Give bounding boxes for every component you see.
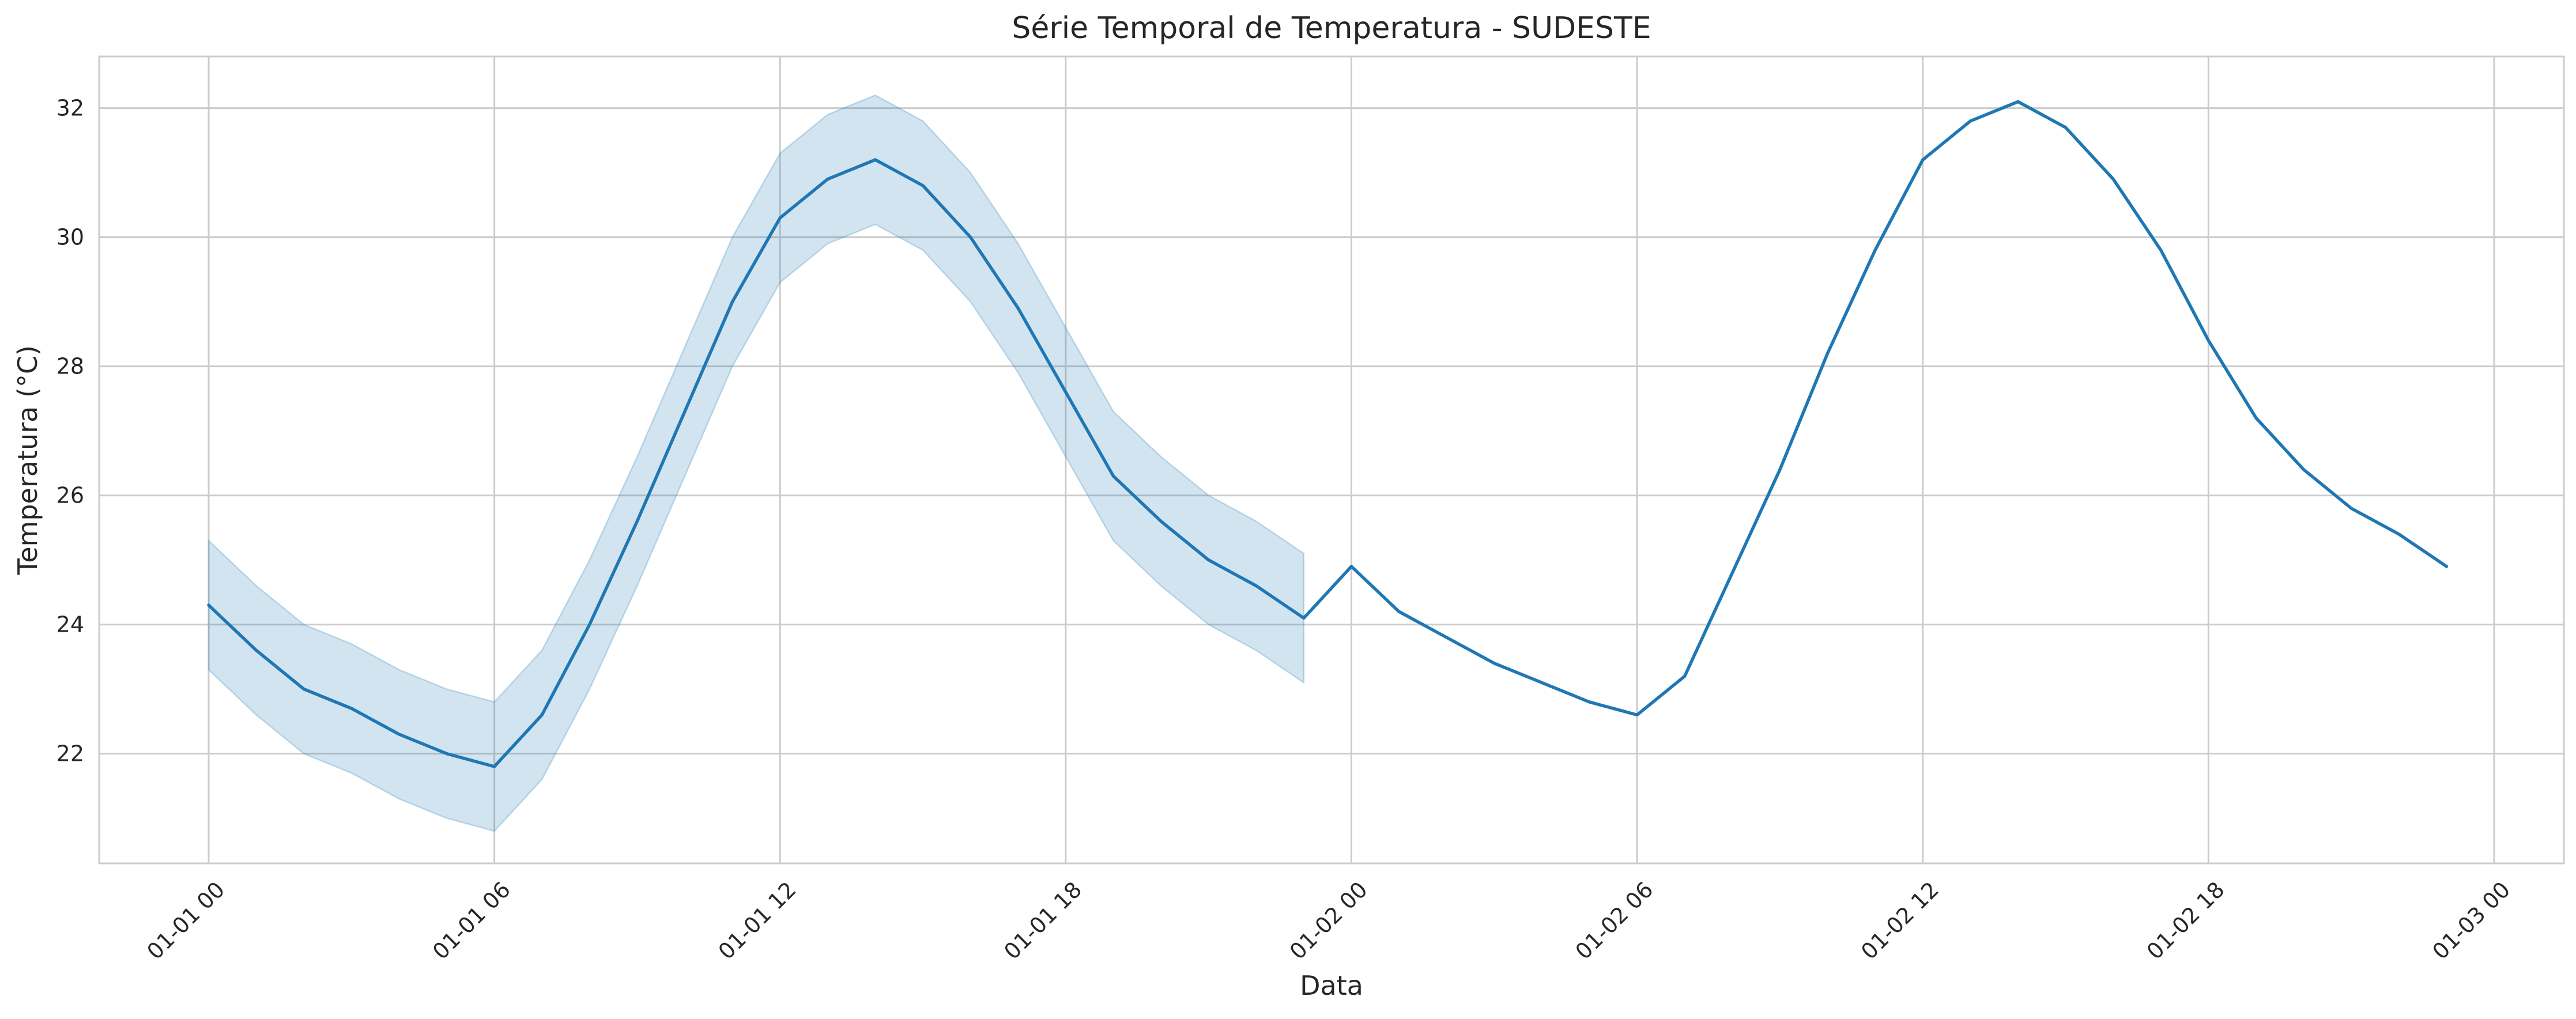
y-tick-label: 30 <box>56 225 84 250</box>
y-gridlines <box>99 107 2564 755</box>
x-tick-label: 01-01 06 <box>428 877 515 964</box>
confidence-band <box>208 94 1305 832</box>
x-axis-label: Data <box>1300 970 1363 1001</box>
x-tick-label: 01-02 18 <box>2142 877 2230 964</box>
temperature-series-line <box>207 100 2449 768</box>
x-gridlines <box>208 56 2495 863</box>
x-tick-label: 01-02 00 <box>1285 877 1372 964</box>
y-tick-label: 32 <box>56 96 84 121</box>
y-tick-labels: 22 24 26 28 30 32 <box>56 96 84 767</box>
y-tick-label: 26 <box>56 483 84 508</box>
x-tick-labels: 01-01 00 01-01 06 01-01 12 01-01 18 01-02 00… <box>142 877 2515 964</box>
y-tick-label: 24 <box>56 612 84 637</box>
x-tick-label: 01-01 18 <box>999 877 1087 964</box>
y-tick-label: 28 <box>56 354 84 379</box>
x-tick-label: 01-03 00 <box>2427 877 2515 964</box>
x-tick-label: 01-01 12 <box>714 877 801 964</box>
y-axis-label: Temperatura (°C) <box>12 345 43 575</box>
chart-title: Série Temporal de Temperatura - SUDESTE <box>1012 11 1651 46</box>
y-tick-label: 22 <box>56 741 84 767</box>
x-tick-label: 01-02 12 <box>1856 877 1944 964</box>
plot-frame <box>98 55 2565 865</box>
x-tick-label: 01-02 06 <box>1571 877 1658 964</box>
x-tick-label: 01-01 00 <box>142 877 229 964</box>
